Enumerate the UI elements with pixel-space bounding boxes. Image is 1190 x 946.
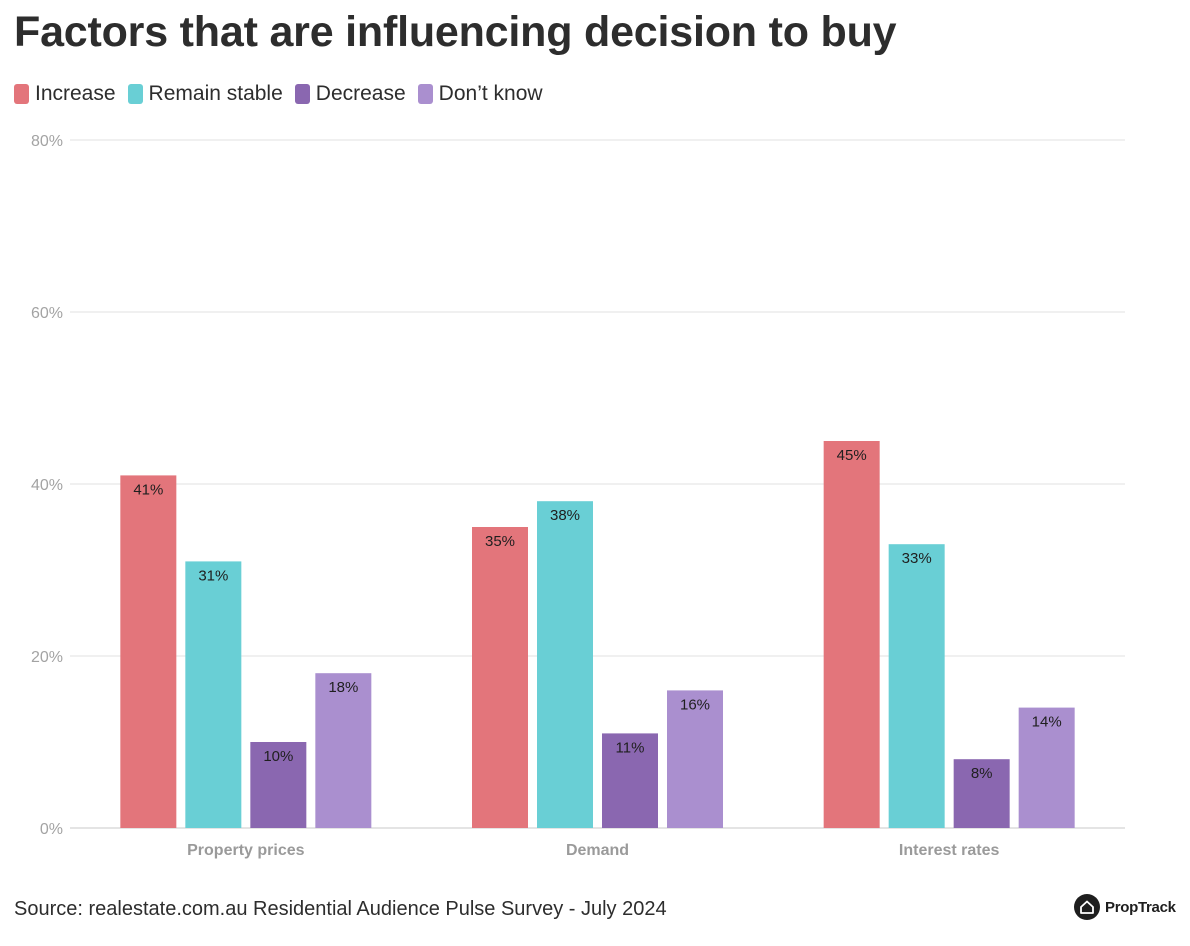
x-tick-label: Property prices bbox=[187, 842, 304, 859]
data-label: 18% bbox=[328, 679, 358, 696]
data-label: 41% bbox=[133, 481, 163, 498]
bar bbox=[120, 475, 177, 828]
legend-swatch-increase bbox=[14, 84, 29, 104]
legend-label-decrease: Decrease bbox=[315, 82, 406, 105]
bar bbox=[1018, 707, 1075, 828]
legend-swatch-decrease bbox=[294, 84, 310, 104]
bar bbox=[953, 759, 1010, 828]
legend-label-dont-know: Don’t know bbox=[438, 82, 543, 105]
data-label: 35% bbox=[485, 533, 515, 550]
house-icon bbox=[1074, 894, 1100, 920]
bar bbox=[823, 441, 880, 828]
y-tick-label: 60% bbox=[31, 305, 63, 322]
y-tick-label: 40% bbox=[31, 477, 63, 494]
brand-name: PropTrack bbox=[1105, 898, 1176, 916]
bar bbox=[667, 690, 723, 828]
data-label: 33% bbox=[902, 550, 932, 567]
bar bbox=[315, 673, 372, 828]
legend-item-remain-stable: Remain stable bbox=[127, 82, 283, 106]
data-label: 45% bbox=[837, 447, 867, 464]
bar bbox=[602, 733, 658, 828]
data-label: 11% bbox=[616, 739, 645, 756]
legend-label-remain-stable: Remain stable bbox=[148, 82, 283, 105]
bar-chart: 0% 20% 40% 60% 80% 41% 31% 10% 18% Property price… bbox=[31, 133, 1125, 859]
bar bbox=[472, 527, 528, 828]
legend-item-decrease: Decrease bbox=[294, 82, 406, 106]
y-tick-label: 20% bbox=[31, 649, 63, 666]
x-tick-label: Demand bbox=[566, 842, 629, 859]
y-tick-label: 0% bbox=[40, 821, 63, 838]
source-note: Source: realestate.com.au Residential Au… bbox=[14, 898, 667, 920]
data-label: 16% bbox=[680, 696, 710, 713]
data-label: 8% bbox=[971, 765, 993, 782]
data-label: 38% bbox=[550, 507, 580, 524]
bar bbox=[185, 561, 242, 828]
data-label: 31% bbox=[198, 567, 228, 584]
data-label: 14% bbox=[1032, 714, 1062, 731]
x-tick-label: Interest rates bbox=[899, 842, 1000, 859]
legend-swatch-dont-know bbox=[417, 84, 433, 104]
bar bbox=[888, 544, 945, 828]
chart-title: Factors that are influencing decision to… bbox=[14, 8, 897, 56]
data-label: 10% bbox=[263, 748, 293, 765]
y-tick-label: 80% bbox=[31, 133, 63, 150]
brand-logo: PropTrack bbox=[1074, 894, 1176, 920]
bar bbox=[537, 501, 593, 828]
legend-swatch-remain-stable bbox=[127, 84, 143, 104]
legend: Increase Remain stable Decrease Don’t kn… bbox=[14, 82, 543, 106]
bar bbox=[250, 742, 307, 828]
legend-item-dont-know: Don’t know bbox=[417, 82, 543, 106]
legend-item-increase: Increase bbox=[14, 82, 116, 106]
legend-label-increase: Increase bbox=[35, 82, 116, 105]
